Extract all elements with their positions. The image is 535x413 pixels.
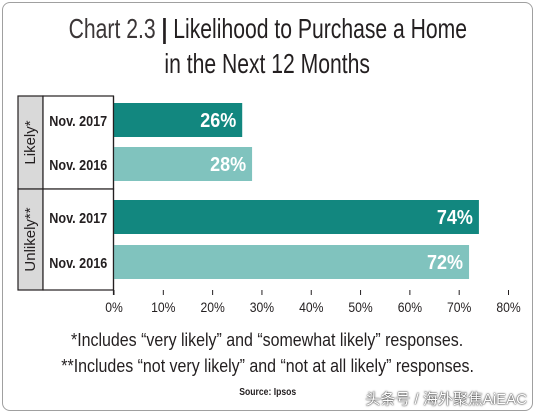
source-text: Source: Ipsos: [239, 386, 296, 398]
group-unlikely: Unlikely** Nov. 2017 74% Nov. 2016 72%: [17, 188, 479, 291]
category-label-box-likely: [42, 95, 115, 190]
chart-title: Chart 2.3 | Likelihood to Purchase a Hom…: [0, 11, 535, 81]
x-tick-label-80: 80%: [496, 299, 521, 315]
title-text: Likelihood to Purchase a Home: [172, 13, 467, 44]
x-axis: 0% 10% 20% 30% 40% 50% 60% 70% 80%: [105, 290, 521, 315]
title-line-1: Chart 2.3 | Likelihood to Purchase a Hom…: [0, 11, 535, 46]
x-tick-label-30: 30%: [250, 299, 275, 315]
x-tick-label-60: 60%: [398, 299, 423, 315]
bar-likely-nov-2016: [114, 147, 253, 181]
footnote-likely-row: *Includes “very likely” and “somewhat li…: [0, 327, 535, 353]
footnotes: *Includes “very likely” and “somewhat li…: [0, 327, 535, 379]
footnote-unlikely-row: **Includes “not very likely” and “not at…: [0, 353, 535, 379]
source-note: Source: Ipsos: [0, 385, 535, 399]
footnote-likely: *Includes “very likely” and “somewhat li…: [71, 330, 464, 350]
x-tick-label-70: 70%: [447, 299, 472, 315]
category-label-unlikely-nov-2017: Nov. 2017: [49, 210, 107, 226]
group-label-unlikely: Unlikely**: [22, 207, 39, 271]
group-label-likely: Likely*: [22, 120, 39, 164]
category-label-likely-nov-2017: Nov. 2017: [49, 113, 107, 129]
bar-value-label-unlikely-nov-2016: 72%: [427, 252, 463, 274]
bar-value-label-likely-nov-2016: 28%: [210, 154, 246, 176]
bar-unlikely-nov-2017: [114, 200, 479, 234]
title-separator: |: [161, 13, 168, 44]
bar-value-label-likely-nov-2017: 26%: [200, 110, 236, 132]
title-chart-number: Chart 2.3: [68, 13, 156, 44]
x-tick-label-50: 50%: [348, 299, 373, 315]
x-tick-label-40: 40%: [299, 299, 324, 315]
category-label-unlikely-nov-2016: Nov. 2016: [49, 255, 107, 271]
title-line-1-text: Chart 2.3 | Likelihood to Purchase a Hom…: [68, 11, 466, 46]
footnote-unlikely: **Includes “not very likely” and “not at…: [61, 356, 474, 376]
group-likely: Likely* Nov. 2017 26% Nov. 2016 28%: [17, 95, 253, 190]
title-line-2: in the Next 12 Months: [0, 46, 535, 81]
bar-likely-nov-2017: [114, 103, 243, 137]
x-tick-label-20: 20%: [200, 299, 225, 315]
bar-value-label-unlikely-nov-2017: 74%: [437, 207, 473, 229]
category-label-box-unlikely: [42, 188, 115, 291]
bar-unlikely-nov-2016: [114, 245, 470, 279]
x-tick-label-0: 0%: [105, 299, 123, 315]
group-label-box-unlikely: [17, 188, 44, 291]
x-tick-label-10: 10%: [151, 299, 176, 315]
title-line-2-text: in the Next 12 Months: [164, 48, 371, 79]
watermark: 头条号 / 海外聚焦AiEAC: [365, 391, 527, 408]
category-label-likely-nov-2016: Nov. 2016: [49, 157, 107, 173]
